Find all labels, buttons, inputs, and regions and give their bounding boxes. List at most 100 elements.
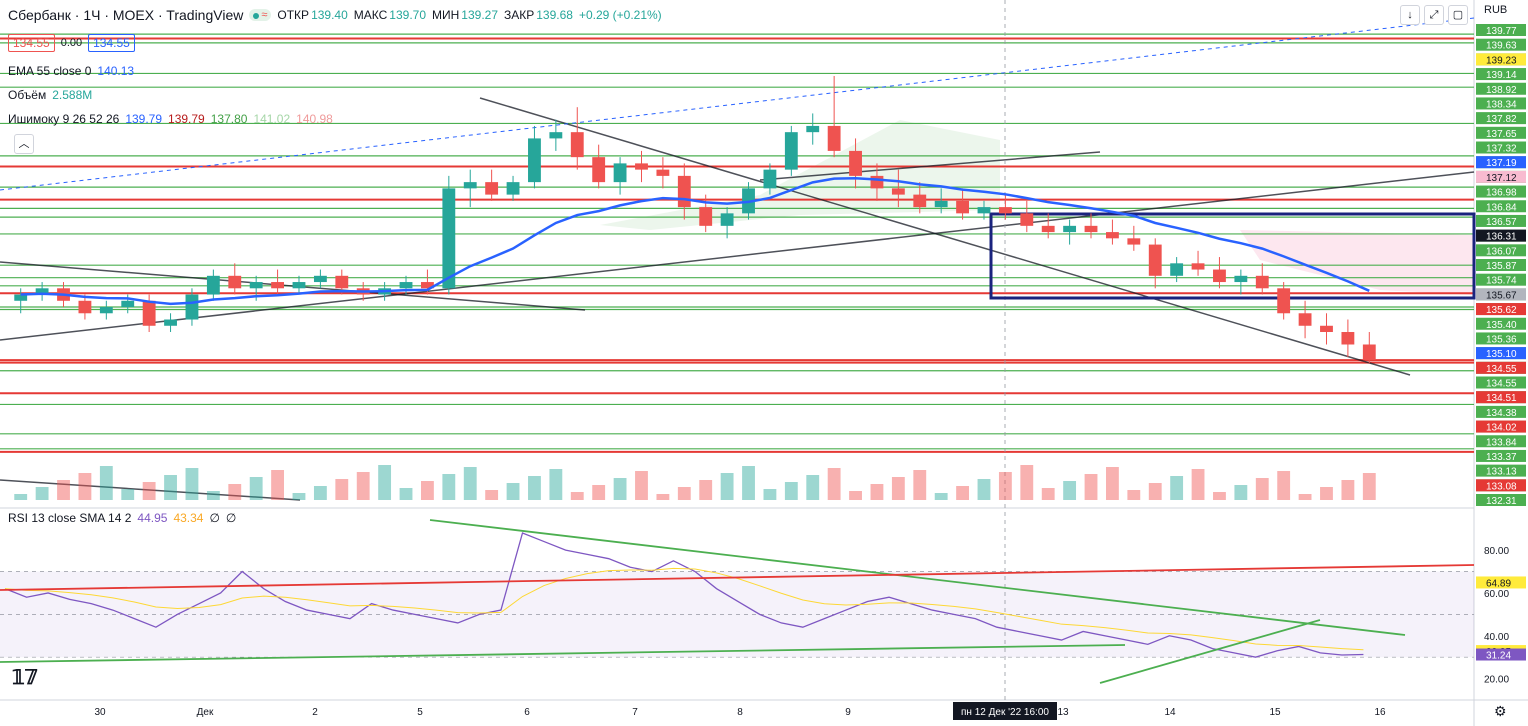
candle-body <box>313 275 327 283</box>
volume-bar <box>335 479 349 500</box>
candle-body <box>592 157 606 183</box>
price-label-bg <box>1476 303 1526 316</box>
candle-body <box>1148 244 1162 276</box>
market-status-icon[interactable]: ≈ <box>249 9 272 21</box>
rsi-legend[interactable]: RSI 13 close SMA 14 2 44.95 43.34 ∅ ∅ <box>8 511 236 525</box>
volume-bar <box>656 494 670 500</box>
trend-line <box>479 97 1411 376</box>
volume-bar <box>1063 481 1077 500</box>
price-label-bg <box>1476 347 1526 360</box>
bid-ask-row: 134.55 0.00 134.55 <box>8 34 135 52</box>
price-tick-bg <box>1476 38 1526 51</box>
symbol-title[interactable]: Сбербанк · 1Ч · MOEX · TradingView <box>8 7 244 23</box>
price-label: 135.10 <box>1486 349 1517 360</box>
maximize-icon[interactable]: ⤢ <box>1424 5 1444 25</box>
ask-button[interactable]: 134.55 <box>88 34 135 52</box>
volume-value: 2.588M <box>52 88 93 102</box>
candle-body <box>292 282 306 289</box>
volume-bar <box>78 473 92 500</box>
ichimoku-value-1: 139.79 <box>125 112 163 126</box>
open-value: 139.40 <box>311 8 348 22</box>
candle-body <box>121 300 135 308</box>
volume-bar <box>485 490 499 500</box>
price-tick-bg <box>1476 464 1526 477</box>
candle-body <box>570 132 584 158</box>
candle-body <box>784 132 798 170</box>
annotation-box <box>989 212 1476 300</box>
price-tick-label: 138.34 <box>1486 99 1517 110</box>
currency-label[interactable]: RUB <box>1484 4 1508 16</box>
volume-bar <box>998 472 1012 500</box>
price-tick-label: 137.32 <box>1486 144 1517 155</box>
rsi-value-1: 44.95 <box>137 511 168 525</box>
candle-body <box>720 213 734 226</box>
volume-bar <box>549 469 563 500</box>
volume-bar <box>977 479 991 500</box>
candle-body <box>1234 275 1248 283</box>
volume-bar <box>528 476 541 500</box>
time-highlight-bg <box>953 702 1057 720</box>
rsi-label-bg <box>1476 648 1526 661</box>
candle-body <box>206 275 220 295</box>
candle-body <box>827 125 841 151</box>
volume-bar <box>870 484 884 500</box>
volume-bar <box>57 480 70 500</box>
price-tick-label: 133.13 <box>1486 467 1517 478</box>
price-tick-bg <box>1476 273 1526 286</box>
bid-button[interactable]: 134.55 <box>8 34 55 52</box>
volume-bar <box>1020 465 1034 500</box>
spread-value: 0.00 <box>60 37 83 49</box>
volume-bar <box>635 471 648 500</box>
ichimoku-value-5: 140.98 <box>296 112 333 126</box>
candle-body <box>142 300 156 326</box>
price-tick-label: 139.77 <box>1486 26 1517 37</box>
ema-legend[interactable]: EMA 55 close 0 140.13 <box>8 64 134 78</box>
price-label: 134.02 <box>1486 423 1517 434</box>
price-tick-bg <box>1476 112 1526 125</box>
volume-bar <box>1084 474 1098 500</box>
collapse-legend-button[interactable]: ︿ <box>14 134 34 154</box>
volume-bar <box>570 492 584 500</box>
candle-body <box>1063 225 1077 233</box>
volume-bar <box>506 483 520 500</box>
settings-gear-icon[interactable]: ⚙ <box>1494 703 1507 719</box>
price-label-bg <box>1476 156 1526 169</box>
volume-bar <box>35 487 49 500</box>
price-label: 137.19 <box>1486 158 1517 169</box>
candle-body <box>1106 232 1119 239</box>
volume-bar <box>206 491 220 500</box>
volume-legend[interactable]: Объём 2.588M <box>8 88 92 102</box>
price-label-bg <box>1476 170 1526 183</box>
price-tick-bg <box>1476 244 1526 257</box>
time-tick-label: 5 <box>417 707 423 718</box>
fullscreen-icon[interactable]: ▢ <box>1448 5 1468 25</box>
candles-group <box>14 75 1376 500</box>
price-label-bg <box>1476 361 1526 374</box>
time-tick-label: 8 <box>737 707 743 718</box>
price-tick-bg <box>1476 24 1526 36</box>
candle-body <box>1298 313 1312 326</box>
time-tick-label: Дек <box>197 707 214 718</box>
header-row: Сбербанк · 1Ч · MOEX · TradingView ≈ ОТК… <box>8 7 662 23</box>
volume-bar <box>849 491 862 500</box>
rsi-value-label: 64.89 <box>1486 578 1511 589</box>
ema-label: EMA 55 close 0 <box>8 64 92 78</box>
candle-body <box>677 175 691 208</box>
candle-body <box>1255 275 1269 289</box>
volume-bar <box>934 493 948 500</box>
volume-bar <box>463 467 477 500</box>
price-tick-bg <box>1476 97 1526 110</box>
rsi-value-2: 43.34 <box>173 511 204 525</box>
volume-bar <box>164 475 177 500</box>
volume-bar <box>763 489 777 500</box>
price-tick-label: 139.14 <box>1486 70 1517 81</box>
rsi-trend-line <box>429 519 1406 636</box>
volume-bar <box>356 472 370 500</box>
ichimoku-legend[interactable]: Ишимоку 9 26 52 26 139.79 139.79 137.80 … <box>8 112 333 126</box>
arrow-down-icon[interactable]: ↓ <box>1400 5 1420 25</box>
time-tick-label: 15 <box>1269 707 1281 718</box>
volume-bar <box>1106 467 1119 500</box>
price-tick-bg <box>1476 494 1526 506</box>
